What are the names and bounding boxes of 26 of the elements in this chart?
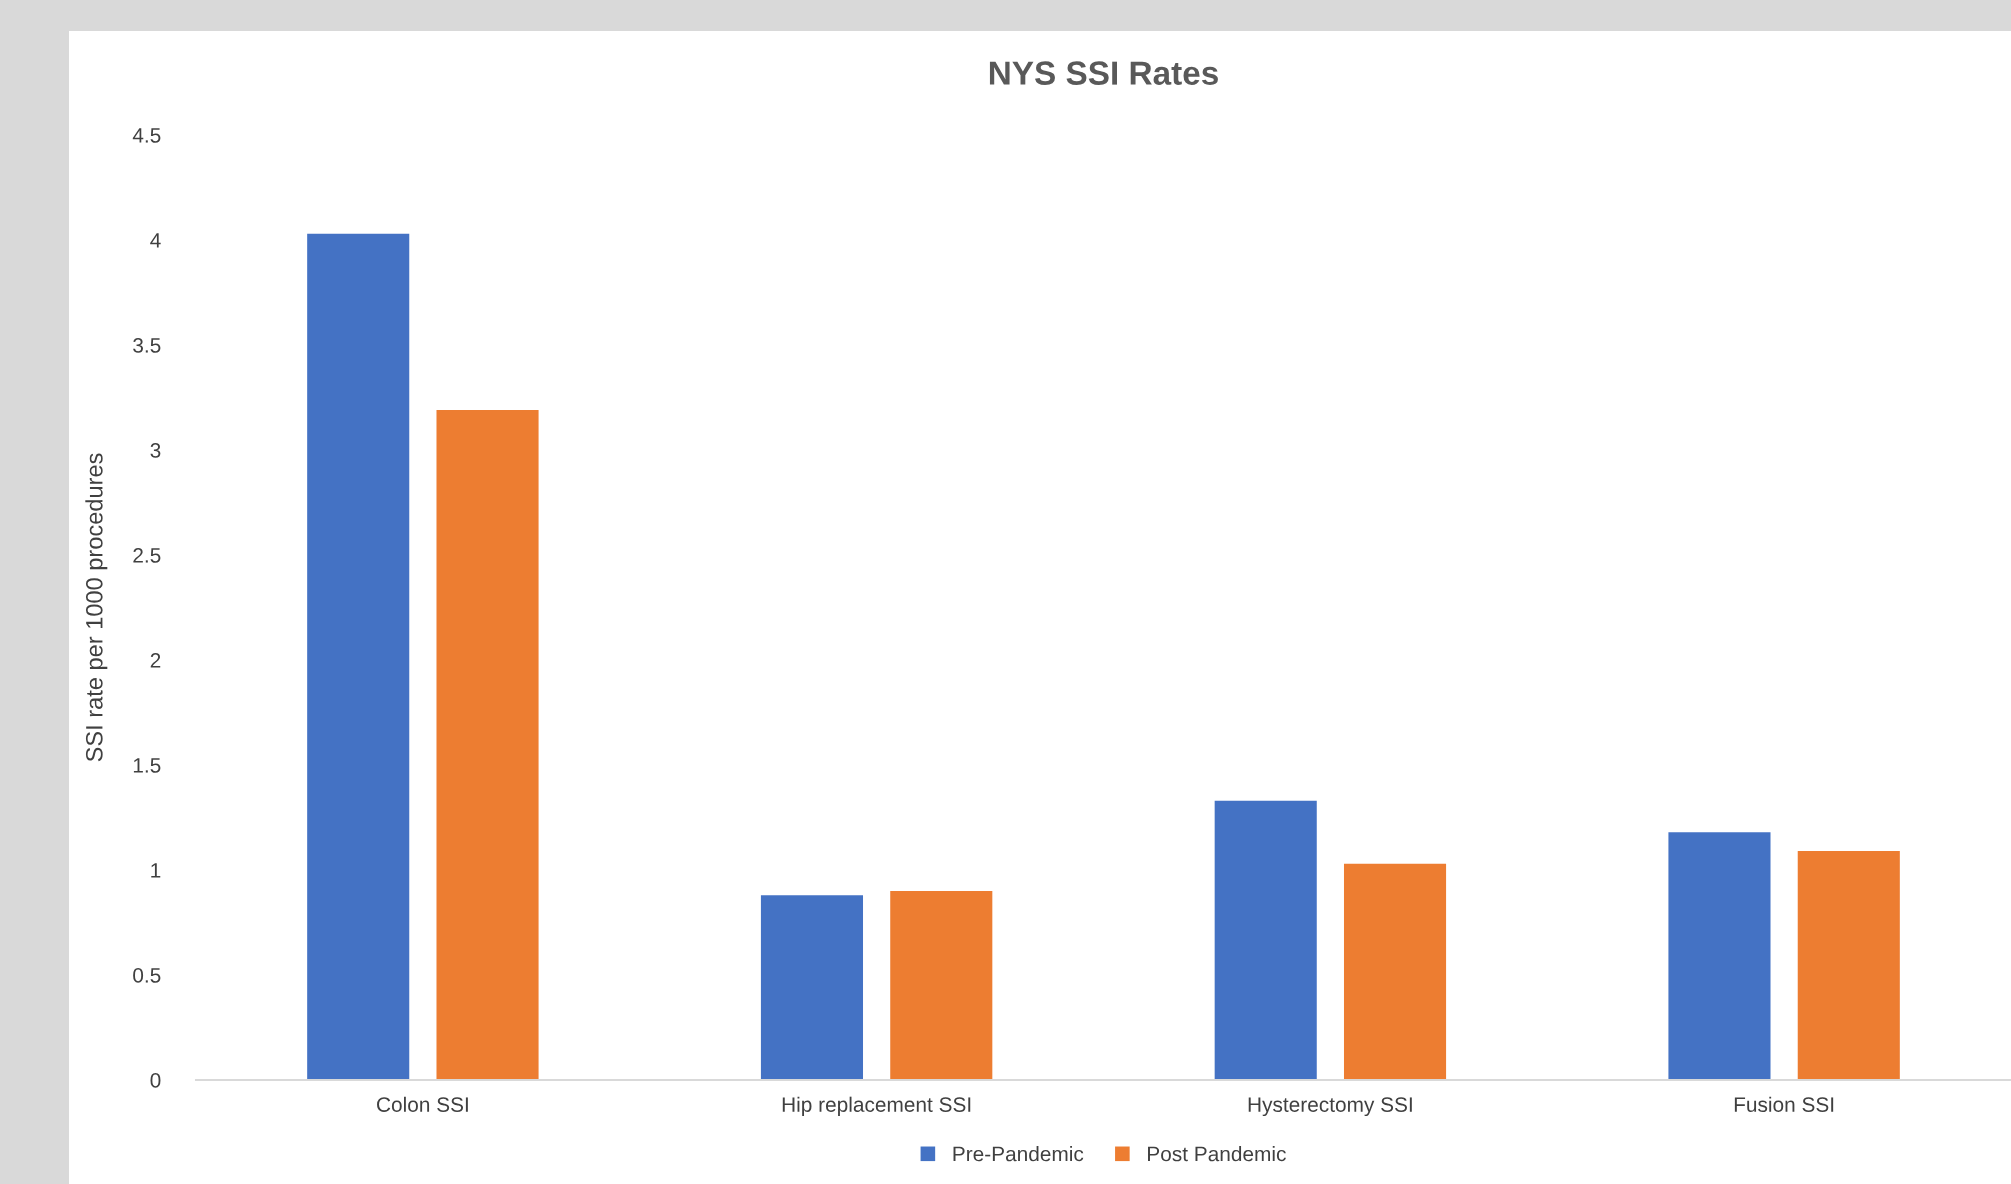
bar bbox=[1214, 800, 1317, 1080]
y-tick-label: 2 bbox=[150, 653, 161, 668]
chart-title: NYS SSI Rates bbox=[989, 61, 1218, 85]
y-tick-label: 1.5 bbox=[133, 758, 161, 773]
y-tick-label: 2.5 bbox=[133, 548, 161, 563]
y-tick-label: 0 bbox=[150, 1073, 161, 1088]
y-tick-label: 0.5 bbox=[133, 968, 161, 983]
y-tick-label: 3 bbox=[150, 443, 161, 458]
legend-label: Pre-Pandemic bbox=[953, 1146, 1084, 1162]
bar bbox=[1797, 851, 1900, 1080]
legend-label: Post Pandemic bbox=[1148, 1146, 1286, 1162]
bar bbox=[890, 891, 993, 1080]
bar bbox=[1668, 832, 1771, 1080]
y-axis-title: SSI rate per 1000 procedures bbox=[85, 453, 108, 762]
bar bbox=[436, 410, 539, 1080]
y-tick-label: 3.5 bbox=[133, 338, 161, 353]
x-tick-label: Hysterectomy SSI bbox=[1248, 1097, 1412, 1117]
x-tick-label: Hip replacement SSI bbox=[782, 1096, 971, 1117]
y-tick-label: 4.5 bbox=[132, 128, 161, 143]
x-tick-label: Fusion SSI bbox=[1734, 1096, 1834, 1112]
x-tick-label: Colon SSI bbox=[377, 1096, 468, 1112]
bar bbox=[1343, 863, 1447, 1080]
bar bbox=[760, 895, 864, 1080]
bar bbox=[307, 233, 410, 1080]
y-tick-label: 1 bbox=[151, 863, 161, 878]
y-tick-label: 4 bbox=[150, 233, 161, 248]
